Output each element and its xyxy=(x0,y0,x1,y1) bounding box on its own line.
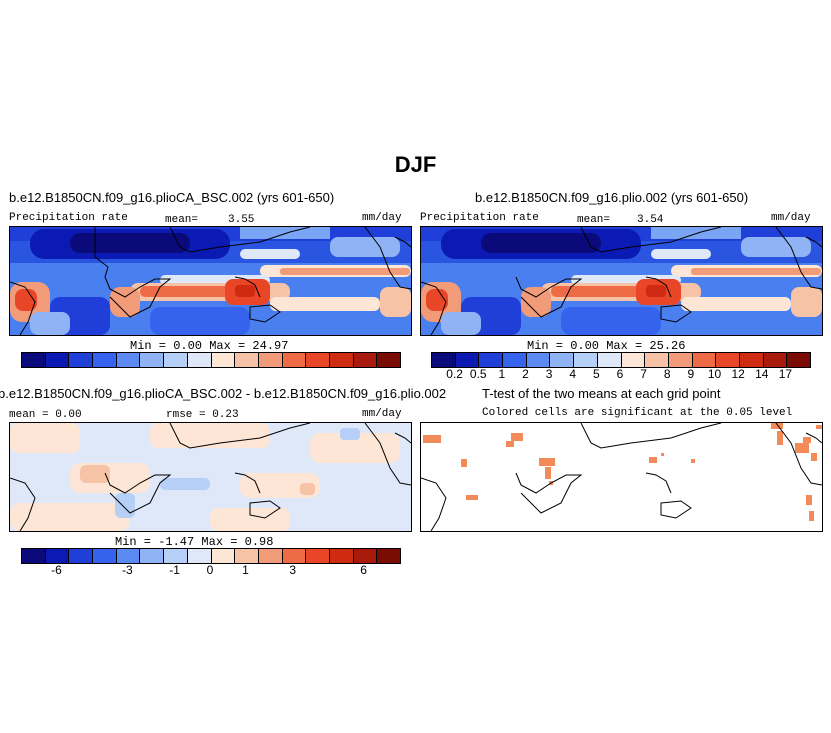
colorbar-swatch xyxy=(282,549,307,563)
colorbar-swatch xyxy=(645,353,669,367)
colorbar-swatch xyxy=(116,353,141,367)
colorbar-swatch xyxy=(45,549,70,563)
colorbar-swatch xyxy=(329,549,354,563)
colorbar-swatch xyxy=(187,353,212,367)
colorbar-swatch xyxy=(526,353,551,367)
colorbar-swatch xyxy=(716,353,740,367)
colorbar-swatch xyxy=(140,353,165,367)
colorbar-tick-label: 3 xyxy=(545,367,553,381)
colorbar-tick-label: 3 xyxy=(289,563,297,577)
colorbar-swatch xyxy=(353,549,378,563)
colorbar-tick-label: 0 xyxy=(206,563,214,577)
colorbar-swatch xyxy=(69,549,94,563)
colorbar-swatch xyxy=(621,353,646,367)
colorbar-swatch xyxy=(763,353,788,367)
colorbar-swatch xyxy=(22,353,46,367)
colorbar-tick-label: 10 xyxy=(707,367,722,381)
colorbar-swatch xyxy=(377,549,400,563)
minmax-bottom-left: Min = -1.47 Max = 0.98 xyxy=(115,535,274,549)
colorbar-swatch xyxy=(258,353,283,367)
colorbar-ticks-top-right: 0.2 0.5 1 2 3 4 5 6 7 8 9 10 12 14 17 xyxy=(431,367,809,381)
colorbar-swatch xyxy=(282,353,307,367)
variable-label-top-right: Precipitation rate xyxy=(420,212,539,224)
minmax-top-right: Min = 0.00 Max = 25.26 xyxy=(527,339,686,353)
colorbar-swatch xyxy=(187,549,212,563)
rmse-text-bottom-left: rmse = 0.23 xyxy=(166,409,239,421)
colorbar-swatch xyxy=(22,549,46,563)
colorbar-swatch xyxy=(164,549,188,563)
colorbar-swatch xyxy=(787,353,810,367)
colorbar-swatch xyxy=(574,353,598,367)
colorbar-tick-label: 4 xyxy=(569,367,577,381)
units-top-right: mm/day xyxy=(771,212,811,224)
significance-map-bottom-right xyxy=(420,422,823,532)
units-top-left: mm/day xyxy=(362,212,402,224)
colorbar-swatch xyxy=(692,353,717,367)
colorbar-tick-label: 0.5 xyxy=(469,367,487,381)
minmax-top-left: Min = 0.00 Max = 24.97 xyxy=(130,339,289,353)
colorbar-swatch xyxy=(258,549,283,563)
colorbar-tick-label: 12 xyxy=(731,367,745,381)
colorbar-tick-label: 14 xyxy=(755,367,769,381)
colorbar-swatch xyxy=(479,353,504,367)
precip-map-top-right xyxy=(420,226,823,336)
mean-label-top-right: mean= xyxy=(577,214,611,226)
mean-text-bottom-left: mean = 0.00 xyxy=(9,409,82,421)
colorbar-tick-label: 9 xyxy=(687,367,695,381)
colorbar-tick-label: 7 xyxy=(640,367,647,381)
colorbar-tick-label: 6 xyxy=(360,563,367,577)
colorbar-swatch xyxy=(306,353,330,367)
variable-label-top-left: Precipitation rate xyxy=(9,212,128,224)
colorbar-tick-label: 0.2 xyxy=(446,367,463,381)
colorbar-top-left xyxy=(21,352,401,368)
mean-label-top-left: mean= xyxy=(165,214,199,226)
colorbar-swatch xyxy=(377,353,400,367)
panel-title-bottom-left: b.e12.B1850CN.f09_g16.plioCA_BSC.002 - b… xyxy=(0,386,447,401)
colorbar-top-right xyxy=(431,352,811,368)
colorbar-swatch xyxy=(597,353,622,367)
colorbar-swatch xyxy=(668,353,693,367)
colorbar-swatch xyxy=(235,549,259,563)
colorbar-swatch xyxy=(329,353,354,367)
colorbar-swatch xyxy=(432,353,456,367)
colorbar-tick-label: 5 xyxy=(593,367,600,381)
colorbar-swatch xyxy=(353,353,378,367)
panel-subtitle-bottom-right: Colored cells are significant at the 0.0… xyxy=(482,407,793,419)
colorbar-swatch xyxy=(503,353,527,367)
colorbar-swatch xyxy=(455,353,480,367)
panel-title-bottom-right: T-test of the two means at each grid poi… xyxy=(482,386,721,401)
colorbar-swatch xyxy=(116,549,141,563)
colorbar-tick-label: 17 xyxy=(778,367,793,381)
colorbar-ticks-bottom-left: -6 -3 -1 0 1 3 6 xyxy=(21,563,399,577)
colorbar-bottom-left xyxy=(21,548,401,564)
colorbar-swatch xyxy=(164,353,188,367)
colorbar-swatch xyxy=(211,353,236,367)
colorbar-swatch xyxy=(211,549,236,563)
mean-value-top-right: 3.54 xyxy=(637,214,664,226)
panel-title-top-right: b.e12.B1850CN.f09_g16.plio.002 (yrs 601-… xyxy=(475,190,749,205)
mean-value-top-left: 3.55 xyxy=(228,214,255,226)
panel-title-top-left: b.e12.B1850CN.f09_g16.plioCA_BSC.002 (yr… xyxy=(9,190,335,205)
units-bottom-left: mm/day xyxy=(362,408,402,420)
precip-map-top-left xyxy=(9,226,412,336)
colorbar-swatch xyxy=(140,549,165,563)
colorbar-tick-label: 2 xyxy=(522,367,529,381)
colorbar-swatch xyxy=(69,353,94,367)
season-title: DJF xyxy=(394,152,437,177)
colorbar-tick-label: 8 xyxy=(663,367,671,381)
colorbar-tick-label: -6 xyxy=(51,563,62,577)
colorbar-tick-label: 1 xyxy=(498,367,506,381)
difference-map-bottom-left xyxy=(9,422,412,532)
colorbar-swatch xyxy=(93,549,117,563)
colorbar-tick-label: -1 xyxy=(169,563,180,577)
colorbar-tick-label: -3 xyxy=(121,563,133,577)
colorbar-swatch xyxy=(93,353,117,367)
colorbar-tick-label: 6 xyxy=(616,367,624,381)
colorbar-swatch xyxy=(306,549,330,563)
colorbar-tick-label: 1 xyxy=(242,563,249,577)
colorbar-swatch xyxy=(739,353,764,367)
colorbar-swatch xyxy=(45,353,70,367)
colorbar-swatch xyxy=(235,353,259,367)
colorbar-swatch xyxy=(550,353,575,367)
